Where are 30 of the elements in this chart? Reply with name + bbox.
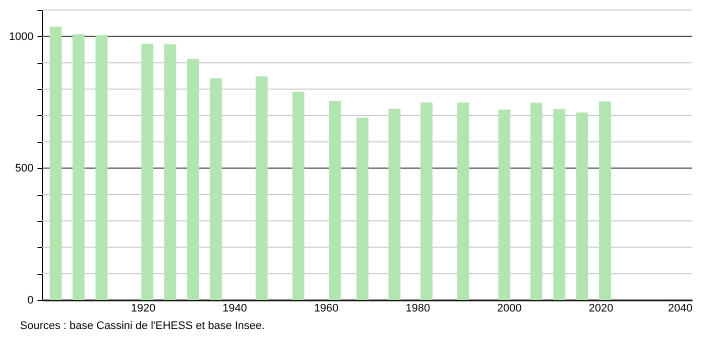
x-tick-label: 1920	[130, 302, 156, 314]
bar	[164, 44, 176, 300]
source-note: Sources : base Cassini de l'EHESS et base Insee.	[20, 320, 265, 332]
bar	[388, 108, 400, 300]
x-tick-label: 2000	[497, 302, 522, 314]
bar	[553, 108, 566, 300]
y-tick-label: 500	[15, 162, 34, 175]
x-tick-label: 1980	[406, 302, 430, 314]
x-tick-label: 1940	[222, 302, 247, 314]
bar	[72, 34, 85, 300]
x-tick-label: 2020	[588, 302, 614, 314]
bar	[292, 92, 304, 300]
bar	[210, 78, 222, 300]
bar	[457, 102, 470, 300]
bar	[576, 112, 588, 300]
bar	[256, 76, 268, 300]
bar	[96, 35, 108, 300]
bar	[141, 44, 154, 300]
bar	[328, 100, 341, 300]
bar	[599, 101, 612, 300]
y-tick-label: 0	[27, 294, 34, 306]
x-tick-label: 1960	[314, 302, 339, 314]
x-tick-label: 2040	[668, 302, 692, 314]
bar	[50, 26, 62, 300]
bar	[420, 102, 433, 300]
bar	[356, 118, 368, 300]
y-tick-label: 1000	[9, 30, 34, 43]
bar	[530, 102, 542, 300]
bar	[187, 59, 200, 300]
bar	[498, 110, 510, 300]
